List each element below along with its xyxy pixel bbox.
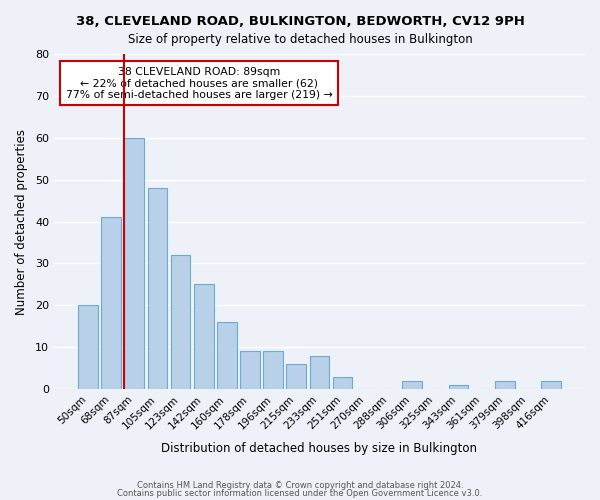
Bar bbox=[286, 364, 306, 389]
Bar bbox=[170, 255, 190, 389]
Bar bbox=[217, 322, 236, 389]
Text: Contains public sector information licensed under the Open Government Licence v3: Contains public sector information licen… bbox=[118, 488, 482, 498]
Bar bbox=[263, 352, 283, 389]
Bar bbox=[124, 138, 144, 389]
Bar bbox=[101, 218, 121, 389]
Bar bbox=[148, 188, 167, 389]
Bar bbox=[541, 381, 561, 389]
X-axis label: Distribution of detached houses by size in Bulkington: Distribution of detached houses by size … bbox=[161, 442, 478, 455]
Bar bbox=[78, 306, 98, 389]
Bar bbox=[333, 376, 352, 389]
Bar bbox=[240, 352, 260, 389]
Text: Contains HM Land Registry data © Crown copyright and database right 2024.: Contains HM Land Registry data © Crown c… bbox=[137, 481, 463, 490]
Bar bbox=[402, 381, 422, 389]
Y-axis label: Number of detached properties: Number of detached properties bbox=[15, 128, 28, 314]
Bar bbox=[495, 381, 515, 389]
Bar bbox=[449, 385, 468, 389]
Bar bbox=[194, 284, 214, 389]
Text: 38 CLEVELAND ROAD: 89sqm
← 22% of detached houses are smaller (62)
77% of semi-d: 38 CLEVELAND ROAD: 89sqm ← 22% of detach… bbox=[65, 66, 332, 100]
Text: Size of property relative to detached houses in Bulkington: Size of property relative to detached ho… bbox=[128, 32, 472, 46]
Text: 38, CLEVELAND ROAD, BULKINGTON, BEDWORTH, CV12 9PH: 38, CLEVELAND ROAD, BULKINGTON, BEDWORTH… bbox=[76, 15, 524, 28]
Bar bbox=[310, 356, 329, 389]
